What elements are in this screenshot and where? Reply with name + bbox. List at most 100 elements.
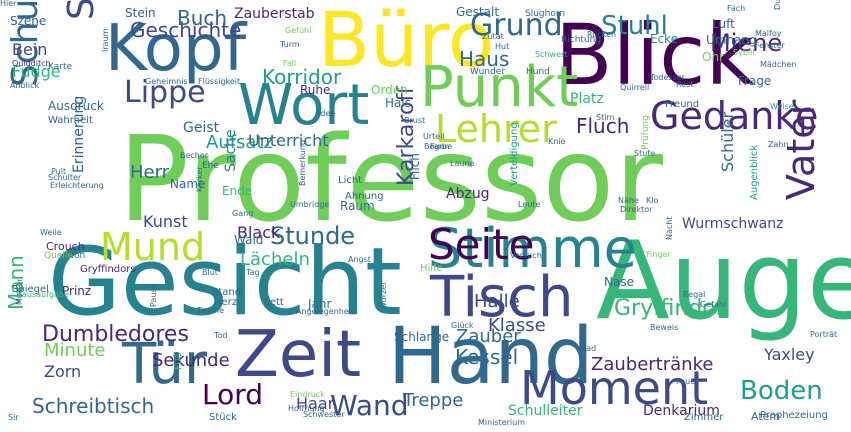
word: Orden	[371, 83, 408, 97]
word: Hier	[0, 0, 17, 8]
word: Versuch	[510, 251, 542, 260]
word: Anblick	[10, 81, 40, 90]
word: Ministerium	[478, 418, 526, 427]
word: Lippe	[124, 75, 206, 110]
word: Stuhl	[601, 11, 668, 41]
word: Fluch	[576, 114, 630, 138]
word: Boden	[740, 376, 823, 406]
word: Kessel	[455, 345, 519, 369]
word: Angst	[348, 255, 371, 264]
word: Becher	[180, 151, 209, 160]
word: Buch	[177, 6, 228, 30]
word: Lehrer	[435, 107, 557, 151]
word: Professor	[118, 110, 664, 248]
word: Dad	[580, 344, 597, 353]
word: Tür	[122, 332, 208, 397]
word: Fach	[727, 4, 746, 13]
word: Flüssigkeit	[198, 77, 241, 86]
word: Todesser	[650, 73, 685, 82]
word: Ohr	[702, 50, 724, 64]
word: Quelle	[44, 251, 73, 261]
word: Wahrheit	[48, 115, 93, 126]
word: Bett	[263, 297, 284, 308]
word: Beweis	[650, 323, 679, 332]
word: Slughorn	[525, 9, 566, 19]
word: Bemerkung	[298, 139, 307, 186]
word: Hand	[388, 312, 594, 402]
word: Iraum	[101, 28, 110, 52]
word: Kunst	[143, 212, 188, 231]
word: Name	[170, 177, 206, 191]
word: Moment	[520, 361, 709, 415]
word: Nacht	[665, 216, 674, 241]
word: Korridor	[262, 65, 342, 89]
word: Glück	[451, 321, 474, 330]
word: Zeit	[235, 318, 362, 392]
word: Brust	[404, 116, 426, 125]
word: Geheimnis	[145, 77, 188, 86]
word: Idee	[318, 109, 336, 118]
word: Feuer	[676, 377, 699, 386]
word: Ruhe	[300, 83, 331, 97]
word: Hals	[385, 96, 411, 110]
word: Knie	[548, 137, 566, 146]
word: Direktor	[620, 205, 653, 214]
word: Treppe	[403, 390, 464, 411]
word: Zorn	[44, 362, 82, 381]
word: Umbridge	[290, 200, 330, 209]
word: Filch	[408, 153, 422, 180]
word: Nähe	[618, 196, 639, 205]
word: Urteil	[423, 132, 445, 141]
word: Punkt	[420, 55, 579, 120]
word: Fudge	[12, 62, 61, 81]
word: Büro	[318, 0, 495, 84]
word: Schreibtisch	[32, 394, 155, 418]
word: Wort	[238, 73, 370, 138]
word: Eindruck	[290, 390, 325, 399]
word: Denkarium	[643, 403, 720, 419]
word: Halle	[474, 291, 520, 312]
word: Mädchen	[760, 60, 797, 69]
word: Ehe	[202, 161, 219, 171]
word: Zauberstab	[234, 6, 315, 22]
word: Nase	[604, 275, 634, 289]
word: Klasse	[488, 315, 546, 336]
word: Laune	[450, 159, 475, 168]
word: Porträt	[810, 330, 838, 339]
word: Leute	[518, 200, 541, 209]
word: Malfoy	[755, 29, 782, 38]
word: Dumbledores	[42, 322, 189, 347]
word: Schulleiter	[508, 403, 583, 419]
word: Umhang	[706, 33, 757, 47]
word: Kerker	[195, 166, 204, 192]
word: Frage	[738, 74, 772, 88]
word: Rücken	[587, 30, 617, 39]
word: Blick	[555, 6, 755, 104]
word: Weise	[770, 102, 794, 111]
word: Schritt	[61, 0, 102, 20]
word: Hund	[526, 67, 550, 77]
word: Wurmschwanz	[682, 216, 784, 232]
word: Gryffindor	[614, 296, 725, 321]
word: Jahr	[308, 297, 332, 311]
word: Schwester	[303, 410, 345, 419]
word: Black	[237, 223, 281, 242]
word: Stunde	[270, 222, 356, 250]
word: Lächeln	[240, 249, 310, 270]
word: Fuß	[173, 352, 184, 370]
word: Bein	[12, 40, 48, 59]
word: Crouch	[46, 240, 85, 253]
word: Geist	[183, 120, 220, 136]
word: Sekunde	[152, 350, 230, 371]
word: Gedanke	[650, 94, 819, 138]
word: Klo	[646, 196, 659, 205]
word: Szene	[10, 14, 47, 28]
word: Gesicht	[48, 228, 402, 337]
word: Miene	[710, 29, 783, 57]
word: Prüfung	[641, 115, 651, 150]
word: Tag	[246, 268, 260, 277]
word: Rest	[676, 80, 694, 89]
word: Unterricht	[248, 131, 329, 150]
word: Bogen	[424, 142, 450, 151]
